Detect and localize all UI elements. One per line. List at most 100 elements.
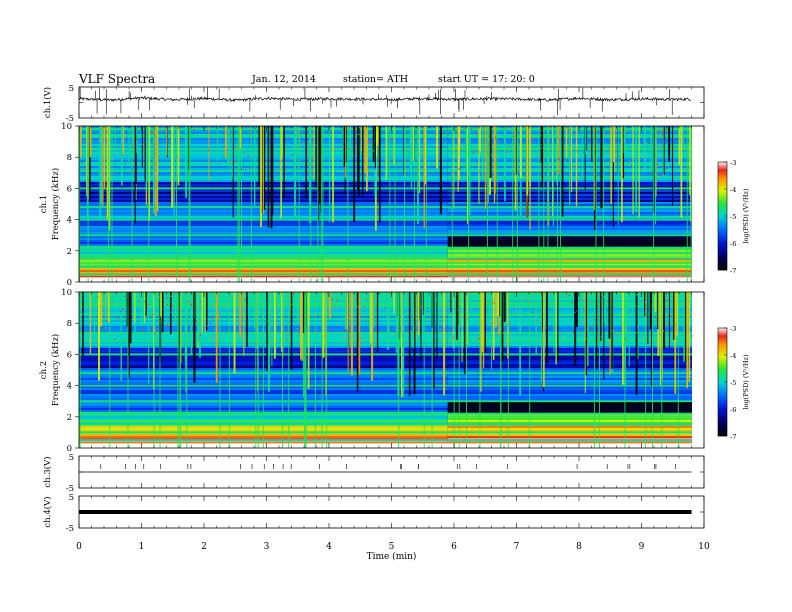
ch1-spectrogram-band <box>447 244 692 246</box>
ch2-spectrogram-sferic-full <box>466 292 468 448</box>
ch2-spectrogram-sferic <box>129 292 132 344</box>
ch1-spectrogram-speckle <box>315 144 317 146</box>
ch1-spectrogram-colorbar-cell <box>718 193 727 195</box>
ch1-spectrogram-speckle <box>132 159 134 161</box>
ch1-spectrogram-sferic <box>423 126 425 229</box>
ch2-spectrogram-speckle <box>418 327 421 329</box>
ch1-spectrogram-sferic <box>345 126 347 156</box>
ch2-spectrogram-colorbar-cell <box>718 399 727 401</box>
ch2-spectrogram-speckle <box>82 313 84 315</box>
ch2-spectrogram-colorbar-cell <box>718 390 727 392</box>
ch2-spectrogram-speckle <box>154 329 157 332</box>
ch1-spectrogram-sferic <box>493 126 496 194</box>
ch1-spectrogram-sferic-full <box>451 126 453 282</box>
ch2-spectrogram-colorbar-cell <box>718 350 727 352</box>
xaxis-ticklabel-2: 2 <box>201 542 207 552</box>
ch2-spectrogram-speckle <box>217 315 220 318</box>
ch2-spectrogram-sferic <box>145 292 147 316</box>
ch1-spectrogram-sferic <box>635 126 638 213</box>
ch1-spectrogram-colorbar-cell <box>718 235 727 237</box>
ch2-spectrogram-band <box>447 328 692 330</box>
ch1-spectrogram-sferic <box>344 126 346 178</box>
ch2-spectrogram-speckle <box>589 327 592 329</box>
ch1-spectrogram-sferic <box>296 126 298 151</box>
ch2-spectrogram-speckle <box>524 326 526 328</box>
ch2-spectrogram-speckle <box>341 335 344 338</box>
ch1-spectrogram-colorbar-cell <box>718 164 727 166</box>
ch2-spectrogram-sferic <box>190 292 193 356</box>
ch1-spectrogram-sferic <box>419 126 421 194</box>
ch1-spectrogram-speckle <box>689 167 691 169</box>
ch1-spectrogram-sferic <box>239 126 242 149</box>
ch2-spectrogram-colorbar-cell <box>718 391 727 393</box>
ch2-spectrogram-colorbar-cell <box>718 392 727 394</box>
ch1-spectrogram-speckle <box>246 127 248 129</box>
ch2-spectrogram-speckle <box>334 306 336 308</box>
ch1-spectrogram-sferic <box>80 126 82 158</box>
ch2-spectrogram-sferic <box>350 292 353 376</box>
ch1-spectrogram-speckle <box>234 160 236 162</box>
ch2-spectrogram-sferic <box>587 292 589 366</box>
ch2-spectrogram-sferic <box>184 292 187 361</box>
ch2-spectrogram-ylabel-channel: ch.2 <box>39 361 49 379</box>
ch2-spectrogram-speckle <box>123 295 126 298</box>
ch2-spectrogram-colorbar-cell <box>718 432 727 434</box>
xaxis-ticklabel-1: 1 <box>139 542 145 552</box>
ch2-spectrogram-colorbar-cell <box>718 417 727 419</box>
ch2-spectrogram-speckle <box>477 336 479 338</box>
ch2-spectrogram-speckle <box>336 299 338 301</box>
ch2-spectrogram-sferic-full <box>79 292 81 448</box>
ch1-spectrogram-band <box>447 212 692 214</box>
date-label: Jan. 12, 2014 <box>252 74 316 85</box>
ch1-spectrogram-speckle <box>554 132 557 134</box>
ch1-spectrogram-sferic <box>378 126 381 223</box>
ch1-spectrogram-speckle <box>293 167 295 169</box>
ch1-spectrogram-speckle <box>98 138 101 140</box>
ch1-spectrogram-band <box>447 240 692 242</box>
ch1-spectrogram-speckle <box>230 160 233 162</box>
ch1-spectrogram-speckle <box>340 146 342 148</box>
ch1-spectrogram-speckle <box>645 142 648 144</box>
ch2-spectrogram-colorbar-ticklabel--4: -4 <box>730 352 736 360</box>
ch2-spectrogram-sferic <box>450 292 452 313</box>
ch1-spectrogram-colorbar-ticklabel--4: -4 <box>730 186 736 194</box>
ch2-spectrogram-colorbar-cell <box>718 383 727 385</box>
ch1-spectrogram-band <box>447 230 692 232</box>
ch2-spectrogram-colorbar-cell <box>718 393 727 395</box>
ch1-spectrogram-sferic-full <box>653 126 655 282</box>
ch1-spectrogram-colorbar-cell <box>718 234 727 236</box>
ch1-spectrogram-speckle <box>558 127 561 129</box>
ch1-spectrogram-sferic <box>424 126 427 185</box>
ch2-spectrogram-speckle <box>389 325 391 327</box>
ch1-spectrogram-speckle <box>291 154 293 156</box>
ch1-spectrogram-speckle <box>673 160 675 162</box>
ch2-spectrogram-sferic <box>422 292 425 315</box>
ch2-spectrogram-sferic <box>657 292 659 330</box>
ch2-spectrogram-speckle <box>593 324 595 326</box>
ch2-spectrogram-sferic <box>100 292 103 327</box>
ch1-spectrogram-speckle <box>541 130 543 132</box>
ch1-spectrogram-speckle <box>621 132 623 134</box>
ch2-spectrogram-sferic <box>302 292 305 398</box>
ch2-spectrogram-speckle <box>172 305 174 307</box>
ch1-spectrogram-sferic <box>86 126 88 197</box>
ch2-spectrogram-speckle <box>290 303 292 306</box>
ch2-spectrogram-speckle <box>239 326 242 328</box>
ch2-spectrogram-speckle <box>80 330 83 332</box>
ch1-spectrogram-speckle <box>478 170 481 172</box>
ch2-spectrogram-speckle <box>185 332 187 334</box>
ch1-spectrogram-colorbar-cell <box>718 180 727 182</box>
ch1-spectrogram-band <box>79 216 448 218</box>
ch2-spectrogram-speckle <box>166 324 169 326</box>
ch1-spectrogram-speckle <box>354 128 357 130</box>
ch2-spectrogram-sferic <box>134 292 136 324</box>
ch2-spectrogram-sferic <box>290 292 293 370</box>
ch1-spectrogram-sferic <box>353 126 356 223</box>
ch1-spectrogram-sferic-full <box>241 126 243 282</box>
ch1-spectrogram-sferic <box>458 126 460 181</box>
ch1-spectrogram-speckle <box>107 130 109 133</box>
ch1-spectrogram-band <box>79 248 448 250</box>
ch2-spectrogram-colorbar-cell <box>718 353 727 355</box>
ch2-spectrogram-speckle <box>299 332 301 334</box>
ch2-spectrogram-speckle <box>568 294 570 296</box>
